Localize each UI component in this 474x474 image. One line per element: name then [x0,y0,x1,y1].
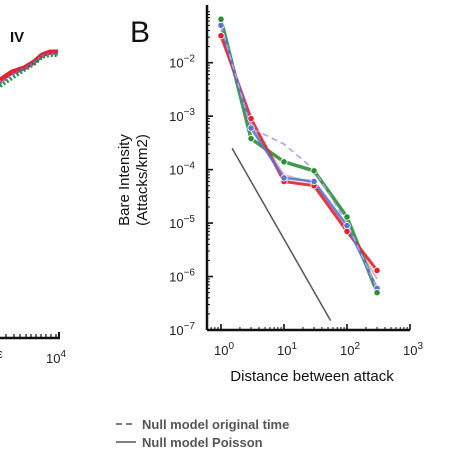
null-original-time-line [220,25,378,289]
y-axis-title-line1: Bare Intensity [116,134,133,226]
panel-letter: B [130,16,150,49]
y-tick-label: 10−2 [169,54,195,71]
series-line [219,24,379,289]
x-tick-label: 102 [340,341,360,358]
series-point [310,167,318,175]
y-tick-label: 10−4 [169,161,195,178]
series-point [217,15,225,23]
series-point [373,266,381,275]
left-panel-green-series [0,53,58,88]
x-tick-label: 101 [277,341,297,358]
series-point [247,135,255,143]
y-axis-title-line2: (Attacks/km2) [134,134,151,226]
series-point [343,221,351,230]
y-ticks: 10−7 10−6 10−5 10−4 10−3 10−2 [169,11,213,338]
series-point [247,124,255,132]
x-ticks: 100 101 102 103 [206,324,423,358]
series-point [280,174,288,182]
panel-roman-label: IV [10,29,24,46]
x-tick-label: 100 [214,341,234,358]
left-panel-fragment: IV 104 ε [0,29,66,366]
series-group [217,15,381,321]
plot-area: 10−7 10−6 10−5 10−4 10−3 10−2 100 101 102 103 [169,5,423,358]
series-line [219,18,379,294]
null-poisson-line [231,147,332,321]
series-point [373,289,381,297]
legend: Null model original time Null model Pois… [116,417,289,450]
y-tick-label: 10−3 [169,107,195,124]
y-tick-label: 10−7 [169,321,195,338]
series-point [310,177,318,186]
series-point [217,21,225,29]
legend-item-original-time: Null model original time [142,417,289,432]
left-panel-minor-ticks [5,334,57,338]
x-axis-title: Distance between attack [230,368,394,385]
y-tick-label: 10−5 [169,214,195,231]
x-tick-label: 103 [403,341,423,358]
series-point [217,32,225,40]
left-panel-x-tick-label: 104 [46,349,66,366]
legend-item-poisson: Null model Poisson [142,435,263,450]
series-point [247,115,255,123]
left-panel-cut-label: ε [0,346,3,361]
series-point [343,213,351,221]
y-tick-label: 10−6 [169,268,195,285]
series-point [280,158,288,166]
